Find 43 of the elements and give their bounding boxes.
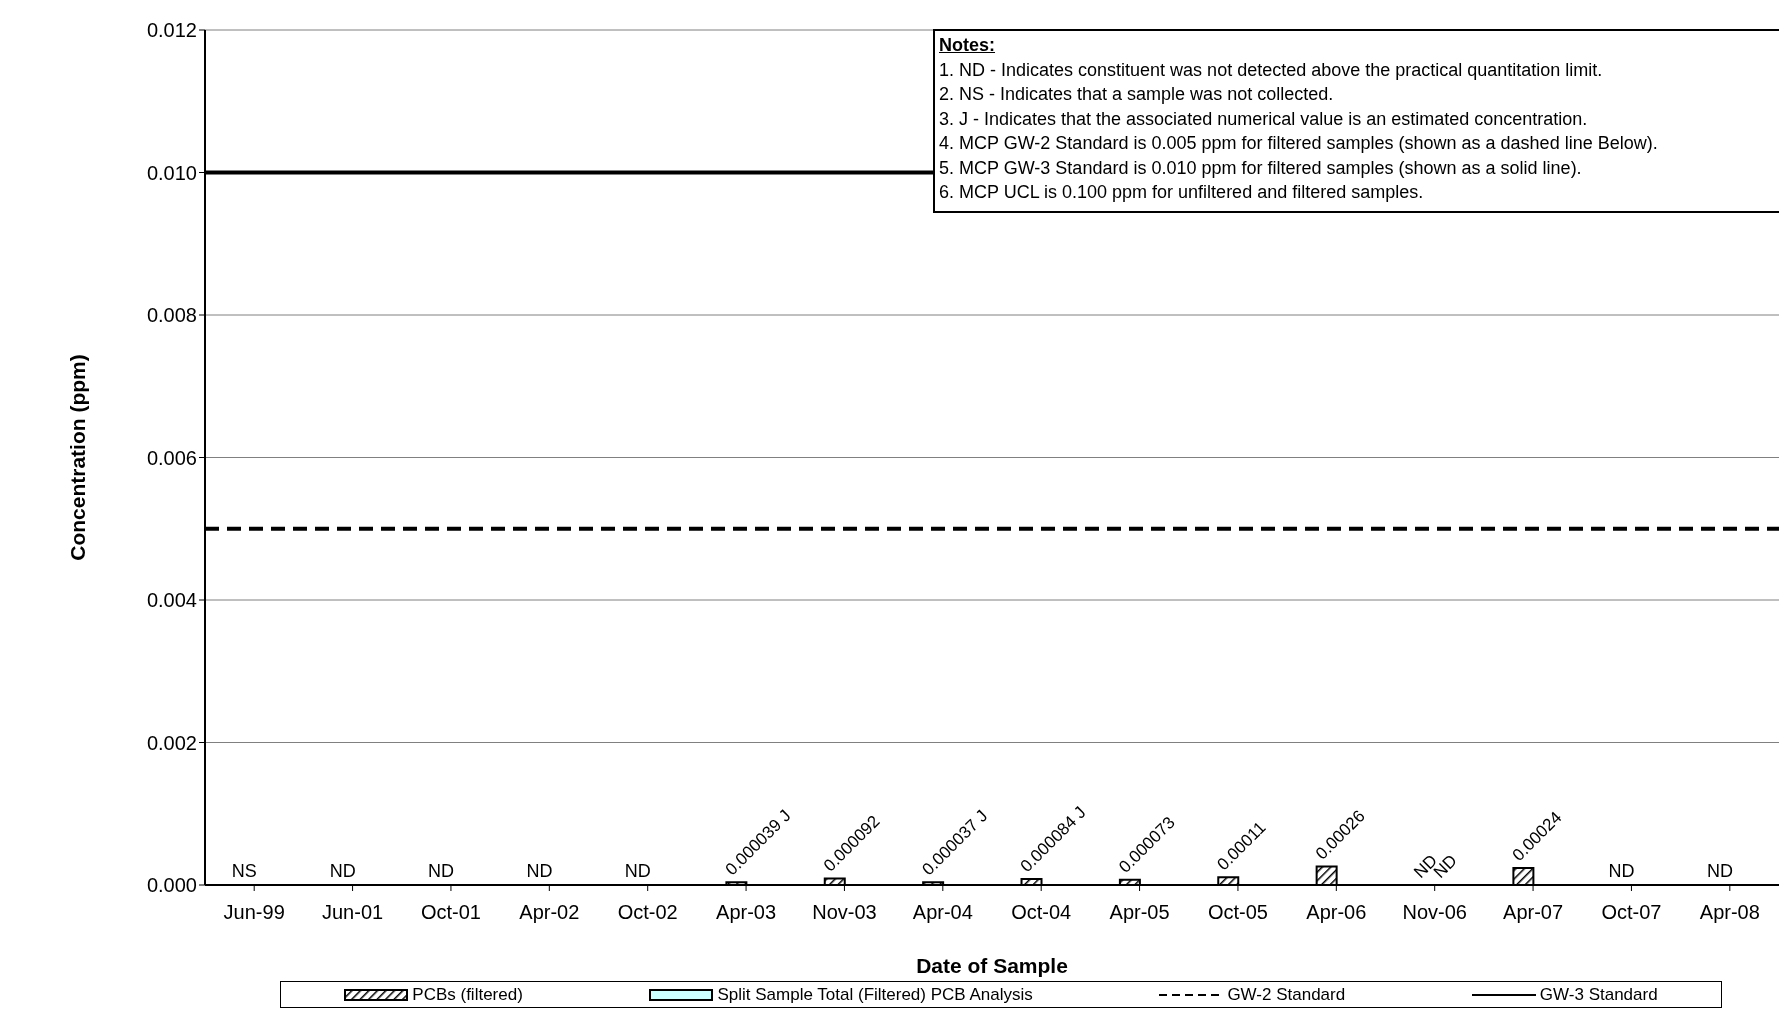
data-label: ND: [624, 861, 651, 881]
x-tick-label: Nov-03: [812, 901, 877, 924]
x-tick-label: Jun-01: [321, 901, 384, 924]
y-tick-label: 0.002: [146, 731, 197, 754]
annotation: 3. J - Indicates that the associated numerical value is an estimated concentration.: [939, 107, 1589, 131]
x-tick-label: Oct-05: [1207, 901, 1268, 924]
y-tick-label: 0.006: [146, 446, 197, 469]
annotation: 6. MCP UCL is 0.100 ppm for unfiltered and filtered samples.: [939, 181, 1425, 204]
y-tick-label: 0.010: [146, 161, 197, 184]
x-tick-label: Apr-08: [1699, 901, 1760, 924]
x-tick-label: Apr-05: [1109, 901, 1170, 924]
annotation: 2. NS - Indicates that a sample was not collected.: [939, 83, 1335, 106]
annotation: Notes:: [939, 34, 996, 57]
y-tick-label: 0.008: [146, 304, 197, 327]
legend-label: PCBs (filtered): [412, 984, 523, 1005]
legend-label: GW-3 Standard: [1539, 984, 1658, 1005]
x-tick-label: Apr-07: [1503, 901, 1564, 924]
data-label: ND: [1706, 861, 1733, 881]
x-tick-label: Oct-02: [617, 901, 678, 924]
x-tick-label: Oct-04: [1011, 901, 1072, 924]
x-tick-label: Jun-99: [223, 901, 285, 924]
y-tick-label: 0.000: [146, 874, 197, 897]
x-tick-label: Apr-03: [716, 901, 777, 924]
annotation: 1. ND - Indicates constituent was not detected above the practical quantitation limit.: [939, 58, 1604, 82]
annotation: 5. MCP GW-3 Standard is 0.010 ppm for filtered samples (shown as a solid line).: [939, 156, 1583, 180]
x-tick-label: Apr-04: [912, 901, 973, 924]
x-tick-label: Apr-06: [1306, 901, 1367, 924]
x-axis-title: Date of Sample: [916, 954, 1068, 977]
legend-label: GW-2 Standard: [1227, 984, 1346, 1005]
data-label: ND: [329, 861, 356, 881]
x-tick-label: Oct-01: [420, 901, 481, 924]
x-tick-label: Apr-02: [519, 901, 580, 924]
annotation: 4. MCP GW-2 Standard is 0.005 ppm for filtered samples (shown as a dashed line Below).: [939, 132, 1659, 155]
legend-label: Split Sample Total (Filtered) PCB Analysis: [717, 984, 1033, 1005]
data-label: NS: [231, 861, 257, 881]
y-tick-label: 0.004: [146, 589, 197, 612]
y-axis-title: Concentration (ppm): [66, 354, 90, 561]
data-label: ND: [428, 861, 455, 881]
data-label: ND: [1608, 861, 1635, 881]
x-tick-label: Oct-07: [1601, 901, 1662, 924]
y-tick-label: 0.012: [146, 19, 197, 42]
x-tick-label: Nov-06: [1402, 901, 1467, 924]
data-label: ND: [526, 861, 553, 881]
